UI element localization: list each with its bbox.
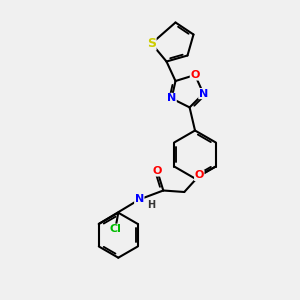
Text: H: H (147, 200, 155, 211)
Text: S: S (147, 37, 156, 50)
Text: O: O (190, 70, 200, 80)
Text: O: O (195, 170, 204, 181)
Text: N: N (135, 194, 144, 205)
Text: N: N (167, 93, 176, 103)
Text: N: N (199, 88, 208, 99)
Text: Cl: Cl (109, 224, 121, 234)
Text: O: O (153, 166, 162, 176)
